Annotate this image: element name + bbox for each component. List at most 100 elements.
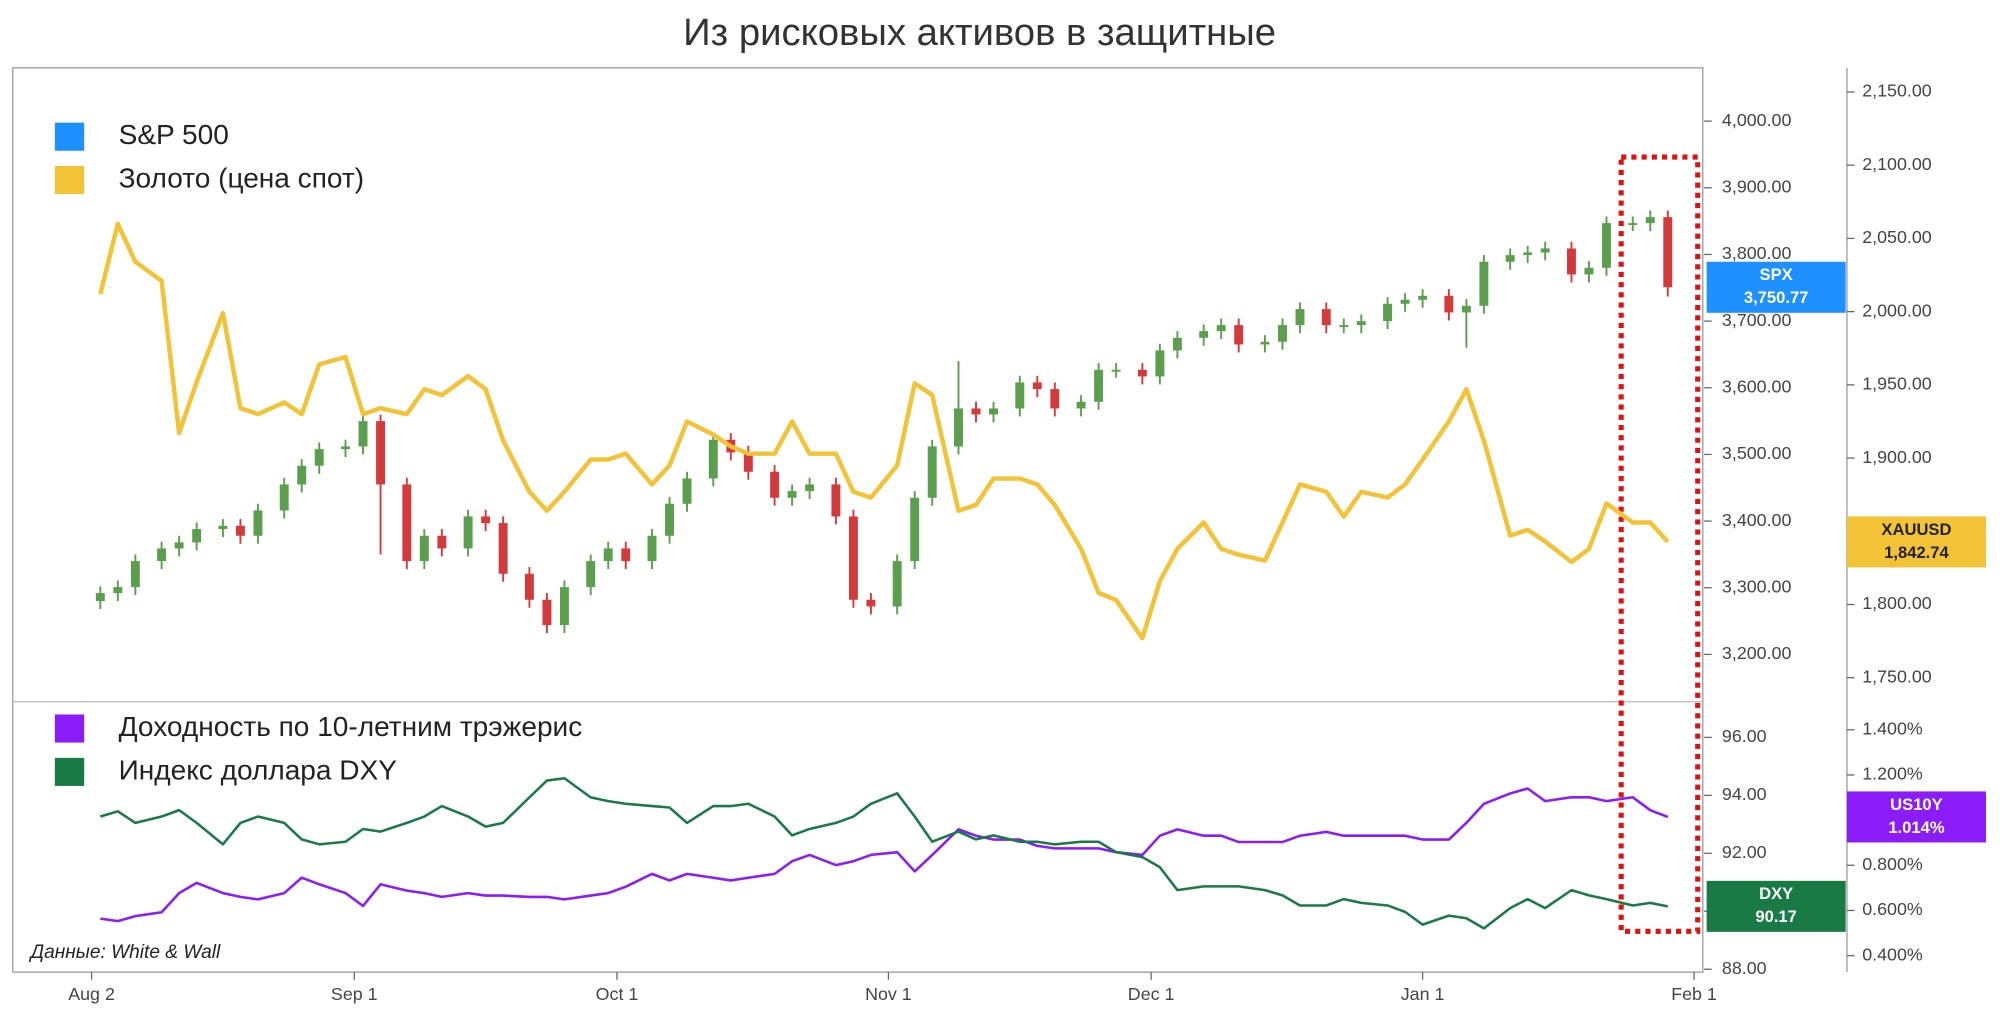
legend-label: S&P 500 bbox=[119, 119, 229, 150]
candle-body bbox=[1479, 261, 1489, 306]
price-tag-name: XAUUSD bbox=[1881, 520, 1951, 539]
candle-body bbox=[1155, 350, 1165, 377]
y-tick-label: 88.00 bbox=[1722, 958, 1767, 978]
y-tick-label: 3,300.00 bbox=[1722, 576, 1792, 596]
y-tick-label: 3,400.00 bbox=[1722, 510, 1792, 530]
series-line bbox=[100, 787, 1669, 923]
candle-body bbox=[647, 535, 657, 562]
candle-body bbox=[542, 599, 552, 626]
price-tag bbox=[1846, 791, 1986, 843]
candle-body bbox=[297, 465, 307, 485]
price-tag-value: 1.014% bbox=[1888, 818, 1944, 837]
y-tick-label: 3,200.00 bbox=[1722, 643, 1792, 663]
candle-body bbox=[1540, 248, 1550, 253]
price-tag-name: SPX bbox=[1760, 265, 1793, 284]
candle-body bbox=[954, 408, 963, 447]
candle-body bbox=[559, 587, 569, 626]
candle-body bbox=[1032, 382, 1042, 390]
chart-title: Из рисковых активов в защитные bbox=[683, 11, 1276, 54]
y-tick-label: 1.400% bbox=[1862, 718, 1923, 738]
candle-body bbox=[192, 529, 202, 543]
series-line bbox=[98, 221, 1670, 641]
candle-body bbox=[787, 491, 797, 498]
candle-body bbox=[376, 421, 386, 485]
legend-swatch bbox=[54, 166, 85, 195]
candle-body bbox=[1663, 217, 1673, 288]
legend-label: Золото (цена спот) bbox=[119, 162, 364, 193]
price-tag bbox=[1706, 880, 1846, 932]
candle-body bbox=[708, 439, 718, 479]
candle-body bbox=[910, 497, 920, 562]
y-tick-label: 3,500.00 bbox=[1722, 443, 1792, 463]
y-tick-label: 94.00 bbox=[1722, 784, 1767, 804]
candle-body bbox=[892, 561, 902, 607]
candle-body bbox=[1172, 337, 1182, 351]
x-tick-label: Jan 1 bbox=[1401, 984, 1445, 1004]
candle-body bbox=[341, 446, 350, 450]
price-tag bbox=[1706, 261, 1846, 313]
candle-body bbox=[831, 484, 841, 517]
annotation: Данные: White & Wall bbox=[29, 942, 221, 963]
candle-body bbox=[743, 452, 753, 472]
candle-body bbox=[1505, 255, 1515, 262]
candle-body bbox=[1295, 309, 1305, 326]
y-tick-label: 0.800% bbox=[1862, 854, 1923, 874]
y-tick-label: 96.00 bbox=[1722, 726, 1767, 746]
candle-body bbox=[927, 446, 937, 498]
y-tick-label: 2,100.00 bbox=[1862, 154, 1932, 174]
price-tag-name: DXY bbox=[1759, 884, 1793, 903]
y-tick-label: 92.00 bbox=[1722, 842, 1767, 862]
candle-body bbox=[419, 535, 429, 562]
candle-body bbox=[1076, 401, 1086, 409]
highlight-box bbox=[1618, 154, 1701, 934]
price-tag bbox=[1846, 516, 1986, 568]
price-tag-value: 90.17 bbox=[1755, 907, 1797, 926]
candle-body bbox=[1584, 267, 1594, 275]
price-tag-name: US10Y bbox=[1890, 795, 1943, 814]
y-tick-label: 4,000.00 bbox=[1722, 110, 1792, 130]
candle-body bbox=[1461, 305, 1471, 313]
candle-body bbox=[524, 573, 534, 600]
candle-body bbox=[621, 548, 631, 562]
candle-body bbox=[279, 484, 289, 511]
candle-body bbox=[1137, 369, 1147, 377]
candle-body bbox=[866, 599, 876, 607]
x-tick-label: Dec 1 bbox=[1128, 984, 1175, 1004]
candle-body bbox=[498, 523, 508, 574]
candle-body bbox=[1199, 331, 1209, 338]
candle-body bbox=[174, 542, 184, 549]
plot-frame bbox=[12, 67, 1704, 973]
y-tick-label: 1,900.00 bbox=[1862, 447, 1932, 467]
y-tick-label: 3,600.00 bbox=[1722, 376, 1792, 396]
candle-body bbox=[770, 471, 780, 498]
candle-body bbox=[1383, 303, 1393, 322]
y-tick-label: 1,950.00 bbox=[1862, 374, 1932, 394]
candle-body bbox=[402, 484, 412, 562]
candle-body bbox=[603, 548, 613, 562]
candle-body bbox=[314, 449, 324, 466]
legend-label: Доходность по 10-летним трэжерис bbox=[119, 711, 583, 742]
candle-body bbox=[971, 408, 981, 415]
x-tick-label: Sep 1 bbox=[331, 984, 378, 1004]
candle-body bbox=[1339, 325, 1349, 328]
x-tick-label: Feb 1 bbox=[1671, 984, 1717, 1004]
y-tick-label: 0.600% bbox=[1862, 899, 1923, 919]
candle-body bbox=[1645, 217, 1655, 224]
candle-body bbox=[1094, 369, 1104, 402]
price-tag-value: 3,750.77 bbox=[1744, 288, 1809, 307]
candle-body bbox=[218, 525, 228, 530]
candle-body bbox=[682, 478, 692, 504]
candle-body bbox=[1418, 295, 1428, 300]
x-tick-label: Oct 1 bbox=[596, 984, 639, 1004]
y-tick-label: 1.200% bbox=[1862, 764, 1923, 784]
candle-body bbox=[989, 408, 998, 415]
candle-body bbox=[1628, 223, 1638, 226]
candle-body bbox=[358, 421, 368, 447]
y-tick-label: 1,750.00 bbox=[1862, 666, 1932, 686]
y-tick-label: 2,050.00 bbox=[1862, 227, 1932, 247]
legend-swatch bbox=[54, 122, 85, 151]
candle-body bbox=[437, 535, 447, 549]
candle-body bbox=[157, 548, 167, 562]
legend-swatch bbox=[54, 714, 85, 743]
